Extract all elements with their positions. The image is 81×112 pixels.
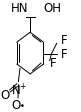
Text: O: O	[0, 88, 10, 101]
Text: F: F	[61, 47, 67, 60]
Text: F: F	[50, 57, 56, 70]
Text: O: O	[12, 98, 21, 111]
Text: HN: HN	[11, 2, 29, 14]
Text: •: •	[19, 101, 24, 110]
Text: OH: OH	[43, 2, 61, 14]
Text: ·: ·	[20, 100, 23, 110]
Text: +: +	[19, 81, 25, 90]
Text: F: F	[61, 34, 67, 47]
Text: N: N	[12, 84, 21, 96]
